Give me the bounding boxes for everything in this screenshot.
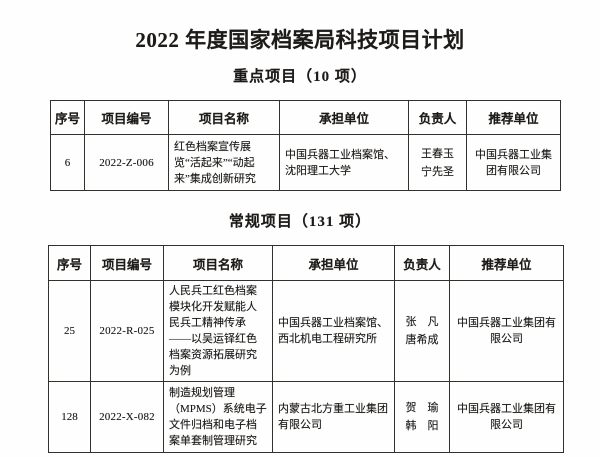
cell-project-code: 2022-Z-006: [84, 134, 169, 191]
cell-seq: 128: [48, 381, 91, 453]
cell-project-code: 2022-R-025: [90, 280, 164, 382]
column-header-recommending-unit: 推荐单位: [449, 245, 564, 281]
column-header-recommending-unit: 推荐单位: [466, 100, 561, 135]
cell-undertaking-unit: 内蒙古北方重工业集团有限公司: [272, 381, 395, 453]
cell-seq: 6: [50, 134, 85, 191]
section-heading-regular-projects: 常规项目（131 项）: [228, 214, 372, 230]
column-header-project-code: 项目编号: [90, 245, 164, 281]
table-row-project-25: 25 2022-R-025 人民兵工红色档案模块化开发赋能人民兵工精神传承——以…: [48, 280, 564, 382]
regular-table-header-row: 序号 项目编号 项目名称 承担单位 负责人 推荐单位: [48, 245, 564, 281]
column-header-project-name: 项目名称: [168, 100, 280, 135]
cell-recommending-unit: 中国兵器工业集团有限公司: [449, 381, 564, 453]
key-projects-table: 序号 项目编号 项目名称 承担单位 负责人 推荐单位 6 2022-Z-006 …: [50, 100, 561, 191]
cell-leaders: 王春玉 宁先圣: [408, 134, 467, 191]
table-row-project-6: 6 2022-Z-006 红色档案宣传展览“活起来”“动起来”集成创新研究 中国…: [50, 134, 561, 191]
leader-name: 王春玉: [421, 147, 454, 160]
column-header-project-code: 项目编号: [84, 100, 169, 135]
section-heading-key-projects: 重点项目（10 项）: [233, 69, 367, 85]
column-header-seq: 序号: [48, 245, 91, 281]
regular-projects-table: 序号 项目编号 项目名称 承担单位 负责人 推荐单位 25 2022-R-025…: [48, 245, 564, 453]
cell-recommending-unit: 中国兵器工业集团有限公司: [449, 280, 564, 382]
key-table-header-row: 序号 项目编号 项目名称 承担单位 负责人 推荐单位: [50, 100, 561, 135]
leader-name: 张 凡: [405, 316, 439, 328]
page-title: 2022 年度国家档案局科技项目计划: [135, 28, 465, 52]
column-header-project-name: 项目名称: [163, 245, 273, 281]
column-header-undertaking-unit: 承担单位: [279, 100, 409, 135]
leader-name: 贺 瑜: [405, 402, 439, 414]
leader-name: 韩 阳: [405, 420, 439, 432]
cell-undertaking-unit: 中国兵器工业档案馆、沈阳理工大学: [279, 134, 409, 191]
table-row-project-128: 128 2022-X-082 制造规划管理（MPMS）系统电子文件归档和电子档案…: [48, 381, 564, 453]
cell-leaders: 张 凡 唐希成: [394, 280, 450, 382]
cell-project-code: 2022-X-082: [90, 381, 164, 453]
column-header-undertaking-unit: 承担单位: [272, 245, 395, 281]
cell-project-name: 红色档案宣传展览“活起来”“动起来”集成创新研究: [168, 134, 280, 191]
cell-leaders: 贺 瑜 韩 阳: [394, 381, 450, 453]
cell-seq: 25: [48, 280, 91, 382]
column-header-leader: 负责人: [394, 245, 450, 281]
leader-name: 宁先圣: [421, 165, 454, 178]
cell-recommending-unit: 中国兵器工业集团有限公司: [466, 134, 561, 191]
leader-name: 唐希成: [405, 334, 439, 346]
cell-project-name: 人民兵工红色档案模块化开发赋能人民兵工精神传承——以吴运铎红色档案资源拓展研究为…: [163, 280, 273, 382]
column-header-leader: 负责人: [408, 100, 467, 135]
cell-undertaking-unit: 中国兵器工业档案馆、西北机电工程研究所: [272, 280, 395, 382]
cell-project-name: 制造规划管理（MPMS）系统电子文件归档和电子档案单套制管理研究: [163, 381, 273, 453]
column-header-seq: 序号: [50, 100, 85, 135]
